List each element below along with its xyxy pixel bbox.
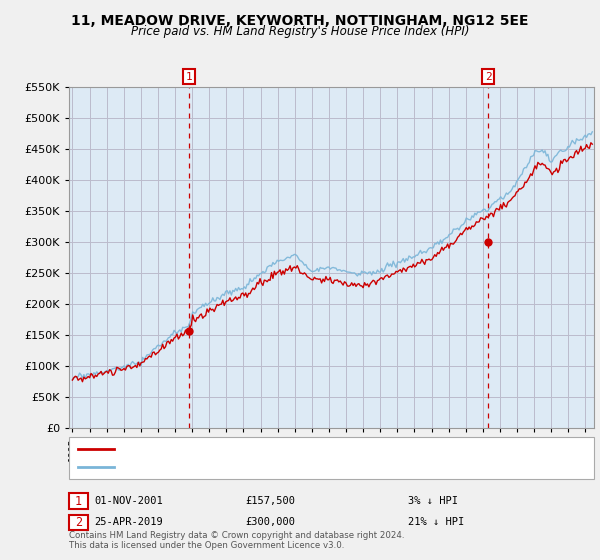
Text: £300,000: £300,000 [245, 517, 295, 528]
Text: 1: 1 [186, 72, 193, 82]
Text: 11, MEADOW DRIVE, KEYWORTH, NOTTINGHAM, NG12 5EE: 11, MEADOW DRIVE, KEYWORTH, NOTTINGHAM, … [71, 14, 529, 28]
Text: 11, MEADOW DRIVE, KEYWORTH, NOTTINGHAM, NG12 5EE (detached house): 11, MEADOW DRIVE, KEYWORTH, NOTTINGHAM, … [119, 444, 500, 454]
Text: 01-NOV-2001: 01-NOV-2001 [94, 496, 163, 506]
Text: HPI: Average price, detached house, Rushcliffe: HPI: Average price, detached house, Rush… [119, 462, 389, 472]
Text: 21% ↓ HPI: 21% ↓ HPI [408, 517, 464, 528]
Text: £157,500: £157,500 [245, 496, 295, 506]
Text: 1: 1 [75, 494, 82, 508]
Text: Contains HM Land Registry data © Crown copyright and database right 2024.
This d: Contains HM Land Registry data © Crown c… [69, 530, 404, 550]
Text: 3% ↓ HPI: 3% ↓ HPI [408, 496, 458, 506]
Text: Price paid vs. HM Land Registry's House Price Index (HPI): Price paid vs. HM Land Registry's House … [131, 25, 469, 38]
Text: 2: 2 [485, 72, 491, 82]
Text: 25-APR-2019: 25-APR-2019 [94, 517, 163, 528]
Text: 2: 2 [75, 516, 82, 529]
